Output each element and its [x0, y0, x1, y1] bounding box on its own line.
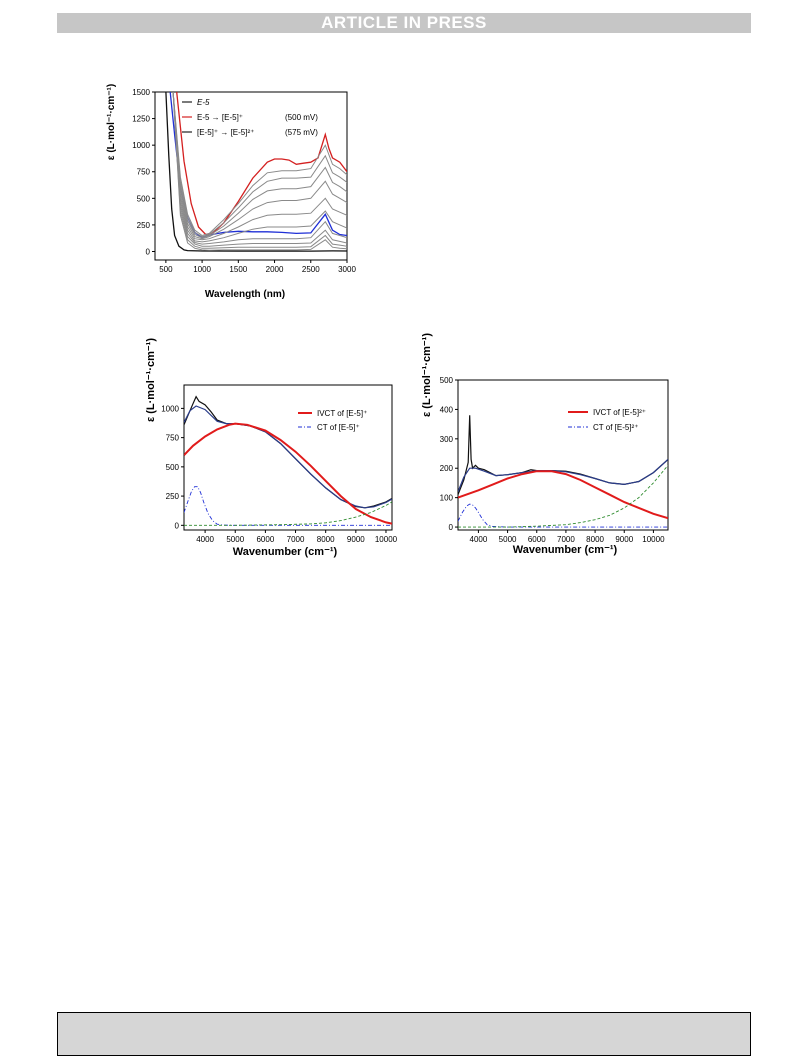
y-tick-label: 250	[137, 221, 151, 230]
x-axis-label: Wavenumber (cm⁻¹)	[233, 546, 338, 558]
series-line-CT	[184, 486, 392, 526]
y-tick-label: 200	[440, 464, 454, 473]
x-tick-label: 8000	[586, 535, 604, 544]
series-line-baseline	[184, 501, 392, 526]
x-axis-label: Wavelength (nm)	[205, 289, 285, 300]
series-line-grey	[172, 92, 347, 247]
y-tick-label: 0	[449, 523, 454, 532]
x-tick-label: 6000	[256, 535, 274, 544]
x-tick-label: 1500	[229, 265, 247, 274]
y-tick-label: 750	[137, 168, 151, 177]
series-line-fit-total	[458, 458, 668, 493]
plot-frame	[457, 379, 669, 531]
x-tick-label: 2000	[266, 265, 284, 274]
legend-label-e5: E-5	[197, 98, 210, 107]
series-line-grey	[172, 92, 347, 245]
y-tick-label: 500	[137, 194, 151, 203]
x-tick-label: 7000	[287, 535, 305, 544]
series-line-grey	[172, 92, 347, 239]
series-line-grey	[172, 92, 347, 240]
article-in-press-banner: ARTICLE IN PRESS	[57, 13, 751, 33]
x-tick-label: 10000	[375, 535, 398, 544]
y-tick-label: 0	[146, 247, 151, 256]
series-line-CT	[458, 503, 668, 528]
x-tick-label: 500	[159, 265, 173, 274]
series-line-grey	[172, 92, 347, 238]
x-tick-label: 9000	[347, 535, 365, 544]
legend-label-ct: CT of [E-5]⁺	[317, 423, 360, 432]
y-axis-label: ε (L·mol⁻¹·cm⁻¹)	[145, 338, 157, 422]
y-tick-label: 250	[166, 492, 180, 501]
series-line-red	[176, 92, 347, 236]
x-tick-label: 6000	[528, 535, 546, 544]
footer-citation-box	[57, 1012, 751, 1056]
legend-label-ox2: [E-5]⁺ → [E-5]²⁺	[197, 128, 254, 137]
y-axis-label: ε (L·mol⁻¹·cm⁻¹)	[106, 84, 117, 160]
series-line-IVCT	[184, 422, 392, 525]
y-tick-label: 500	[440, 376, 454, 385]
x-tick-label: 5000	[226, 535, 244, 544]
y-tick-label: 750	[166, 434, 180, 443]
x-tick-label: 3000	[338, 265, 356, 274]
ivct-deconvolution-chart-dication: ε (L·mol⁻¹·cm⁻¹) Wavenumber (cm⁻¹) IVCT …	[421, 333, 669, 556]
x-tick-label: 10000	[642, 535, 665, 544]
x-tick-label: 4000	[196, 535, 214, 544]
uv-vis-nir-spectra-chart: ε (L·mol⁻¹·cm⁻¹) Wavelength (nm) E-5 E-5…	[106, 84, 356, 300]
series-line-grey	[172, 92, 347, 241]
x-tick-label: 9000	[615, 535, 633, 544]
x-tick-label: 5000	[499, 535, 517, 544]
x-axis-label: Wavenumber (cm⁻¹)	[513, 544, 618, 556]
legend-label-ivct: IVCT of [E-5]⁺	[317, 409, 367, 418]
x-tick-label: 7000	[557, 535, 575, 544]
legend: IVCT of [E-5]²⁺ CT of [E-5]²⁺	[568, 408, 646, 432]
x-tick-label: 1000	[193, 265, 211, 274]
y-tick-label: 1000	[132, 141, 150, 150]
y-tick-label: 100	[440, 494, 454, 503]
legend: E-5 E-5 → [E-5]⁺ (500 mV) [E-5]⁺ → [E-5]…	[182, 98, 318, 137]
plot-frame	[183, 384, 393, 531]
x-tick-label: 2500	[302, 265, 320, 274]
series-line-baseline	[458, 465, 668, 528]
x-tick-label: 8000	[317, 535, 335, 544]
series-line-grey	[172, 92, 347, 249]
ivct-deconvolution-chart-monocation: ε (L·mol⁻¹·cm⁻¹) Wavenumber (cm⁻¹) IVCT …	[145, 338, 398, 558]
y-tick-label: 1500	[132, 88, 150, 97]
legend: IVCT of [E-5]⁺ CT of [E-5]⁺	[298, 409, 367, 432]
y-tick-label: 1000	[161, 404, 179, 413]
legend-potential-ox2: (575 mV)	[285, 128, 318, 137]
y-axis-label: ε (L·mol⁻¹·cm⁻¹)	[421, 333, 433, 417]
legend-label-ivct: IVCT of [E-5]²⁺	[593, 408, 646, 417]
series-line-grey	[172, 92, 347, 237]
legend-potential-ox1: (500 mV)	[285, 113, 318, 122]
series-line-grey	[172, 92, 347, 251]
legend-label-ox1: E-5 → [E-5]⁺	[197, 113, 243, 122]
y-tick-label: 500	[166, 463, 180, 472]
plot-frame	[154, 91, 348, 261]
x-tick-label: 4000	[470, 535, 488, 544]
series-line-reference	[165, 92, 347, 252]
series-line-fit-total	[184, 405, 392, 509]
y-tick-label: 0	[175, 521, 180, 530]
series-line-grey	[172, 92, 347, 243]
y-tick-label: 300	[440, 435, 454, 444]
y-tick-label: 400	[440, 405, 454, 414]
series-line-IVCT	[458, 470, 668, 520]
legend-label-ct: CT of [E-5]²⁺	[593, 423, 638, 432]
y-tick-label: 1250	[132, 115, 150, 124]
